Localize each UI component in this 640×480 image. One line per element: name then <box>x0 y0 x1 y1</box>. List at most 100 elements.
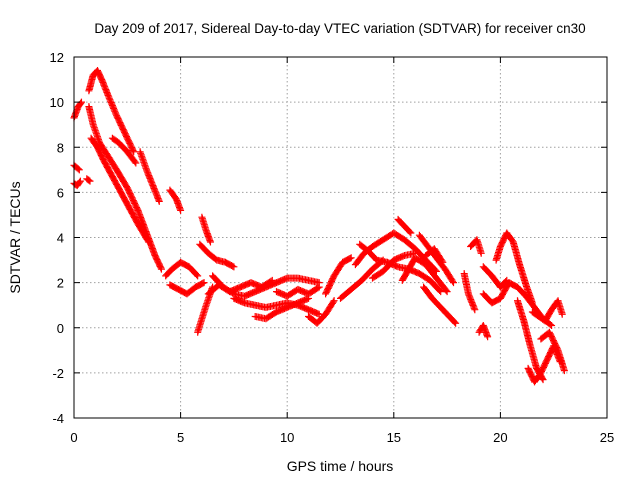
y-axis-label: SDTVAR / TECUs <box>7 181 23 293</box>
data-point <box>230 263 238 271</box>
data-point <box>76 178 84 186</box>
series-arc-11 <box>162 258 202 280</box>
series-arc-26 <box>369 249 419 282</box>
data-points <box>70 67 568 386</box>
data-point <box>437 288 445 296</box>
data-point <box>443 288 451 296</box>
series-arc-03 <box>70 161 83 174</box>
y-tick-label: 6 <box>57 185 64 200</box>
series-arc-40 <box>528 297 566 325</box>
data-point <box>470 304 478 312</box>
series-arc-10 <box>166 186 185 214</box>
y-tick-label: 12 <box>50 50 64 65</box>
data-point <box>539 376 547 384</box>
data-point <box>145 238 153 246</box>
data-point <box>347 254 355 262</box>
grid <box>74 57 607 418</box>
series-arc-06 <box>87 134 153 246</box>
series-arc-25 <box>356 240 445 296</box>
x-axis-label: GPS time / hours <box>287 458 394 474</box>
data-point <box>449 277 457 285</box>
data-point <box>452 319 460 327</box>
data-point <box>206 238 214 246</box>
axis-ticks: 0 5 10 15 20 25 -4 -2 0 2 4 6 8 10 12 <box>50 50 615 445</box>
series-arc-21 <box>305 297 338 327</box>
series-arc-22 <box>322 254 355 298</box>
x-tick-label: 0 <box>70 430 77 445</box>
data-point <box>157 264 165 272</box>
data-point <box>199 279 207 287</box>
series-arc-09 <box>136 148 163 205</box>
data-point <box>329 298 337 306</box>
y-tick-label: 4 <box>57 231 64 246</box>
data-point <box>484 333 492 341</box>
data-point <box>74 165 82 173</box>
y-tick-label: 0 <box>57 321 64 336</box>
data-point <box>85 176 93 184</box>
data-point <box>471 306 479 314</box>
series-arc-33 <box>467 236 485 257</box>
series-arc-34 <box>475 322 492 341</box>
x-tick-label: 10 <box>280 430 294 445</box>
data-point <box>194 272 202 280</box>
series-arc-18 <box>230 294 323 318</box>
data-point <box>131 158 139 166</box>
data-point <box>76 177 84 185</box>
series-arc-07 <box>83 175 94 185</box>
data-point <box>546 321 554 328</box>
chart-title: Day 209 of 2017, Sidereal Day-to-day VTE… <box>94 21 585 36</box>
data-point <box>438 257 446 265</box>
data-point <box>436 287 444 294</box>
series-arc-14 <box>196 240 238 271</box>
data-point <box>451 318 459 326</box>
y-tick-label: -2 <box>52 366 64 381</box>
data-point <box>314 310 322 318</box>
data-point <box>193 271 201 279</box>
data-point <box>525 288 533 296</box>
data-point <box>144 237 152 245</box>
data-point <box>132 159 140 167</box>
data-point <box>200 279 208 287</box>
series-arc-20 <box>273 283 323 300</box>
data-point <box>86 177 94 185</box>
x-tick-label: 20 <box>493 430 507 445</box>
data-point <box>157 265 165 273</box>
data-point <box>90 122 98 130</box>
series-arc-04 <box>85 67 138 156</box>
series-arc-38 <box>514 297 547 384</box>
data-point <box>315 310 323 318</box>
series-arc-32 <box>460 270 479 314</box>
x-tick-label: 5 <box>177 430 184 445</box>
series-arc-17 <box>209 272 323 300</box>
data-point <box>229 262 237 270</box>
series-arc-28 <box>398 254 451 296</box>
series-arc-15 <box>198 213 214 246</box>
data-point <box>129 146 137 154</box>
series-arc-08 <box>108 134 140 167</box>
data-point <box>314 284 322 292</box>
data-point <box>130 148 138 156</box>
data-point <box>449 279 457 287</box>
y-tick-label: 10 <box>50 95 64 110</box>
series-arc-41 <box>537 328 568 375</box>
data-point <box>439 258 447 266</box>
data-point <box>407 229 415 237</box>
data-point <box>442 286 450 294</box>
series-arc-12 <box>166 279 208 298</box>
data-point <box>560 367 568 375</box>
data-point <box>528 299 536 307</box>
data-point <box>177 206 185 214</box>
data-point <box>330 297 338 305</box>
y-tick-label: 2 <box>57 276 64 291</box>
series-arc-27 <box>394 215 415 237</box>
data-point <box>432 267 440 275</box>
data-point <box>77 99 85 107</box>
x-tick-label: 25 <box>600 430 614 445</box>
series-arc-31 <box>422 245 447 266</box>
x-tick-label: 15 <box>387 430 401 445</box>
y-tick-label: -4 <box>52 411 64 426</box>
series-arc-19 <box>251 294 313 323</box>
series-arc-37 <box>492 229 536 307</box>
